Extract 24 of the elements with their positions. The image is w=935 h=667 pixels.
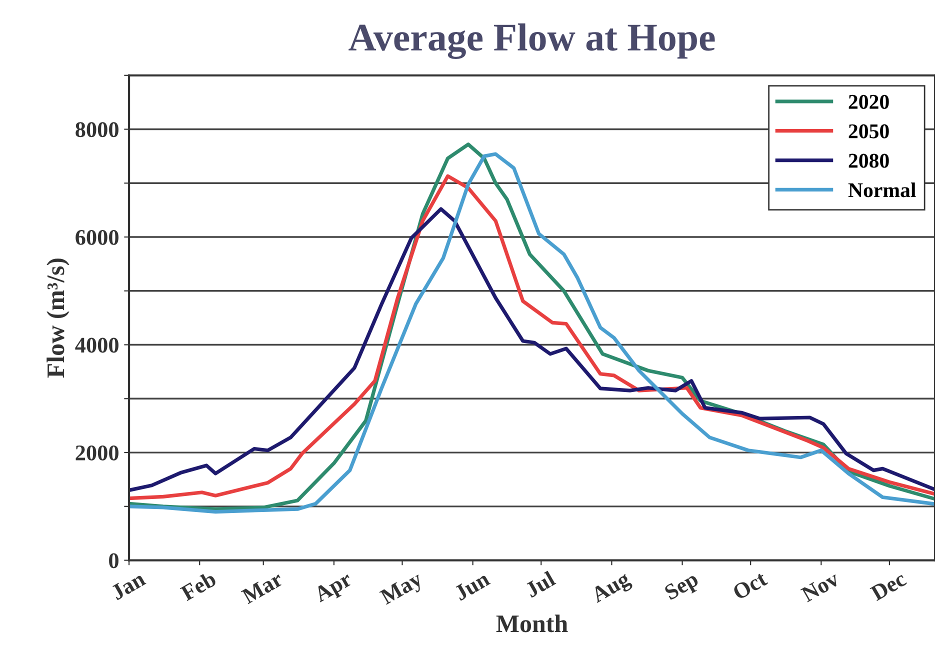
y-axis-title: Flow (m³/s) [46,258,70,378]
x-tick-label: Dec [870,571,908,602]
chart-title: Average Flow at Hope [348,23,715,59]
y-tick-label: 2000 [76,445,118,460]
x-tick-label: Aug [590,570,634,608]
x-axis-title: Month [496,614,568,632]
legend-label: Normal [848,182,916,198]
y-tick-label: 0 [109,553,118,568]
x-tick-label: Jun [454,570,491,602]
x-tick-label: Sep [664,571,702,604]
y-tick-label: 6000 [76,230,118,245]
x-tick-label: Feb [179,570,218,602]
legend-label: 2080 [848,154,889,168]
legend-label: 2050 [848,124,889,138]
x-tick-label: Oct [732,570,768,600]
x-tick-label: Jul [524,570,556,598]
x-tick-label: Apr [312,570,356,606]
legend-label: 2020 [848,94,889,109]
x-tick-label: Nov [800,570,841,602]
y-tick-label: 4000 [75,338,118,353]
x-tick-label: Jan [110,570,146,600]
x-tick-label: May [379,570,426,609]
x-tick-label: Mar [240,570,284,604]
y-tick-label: 8000 [76,122,118,138]
